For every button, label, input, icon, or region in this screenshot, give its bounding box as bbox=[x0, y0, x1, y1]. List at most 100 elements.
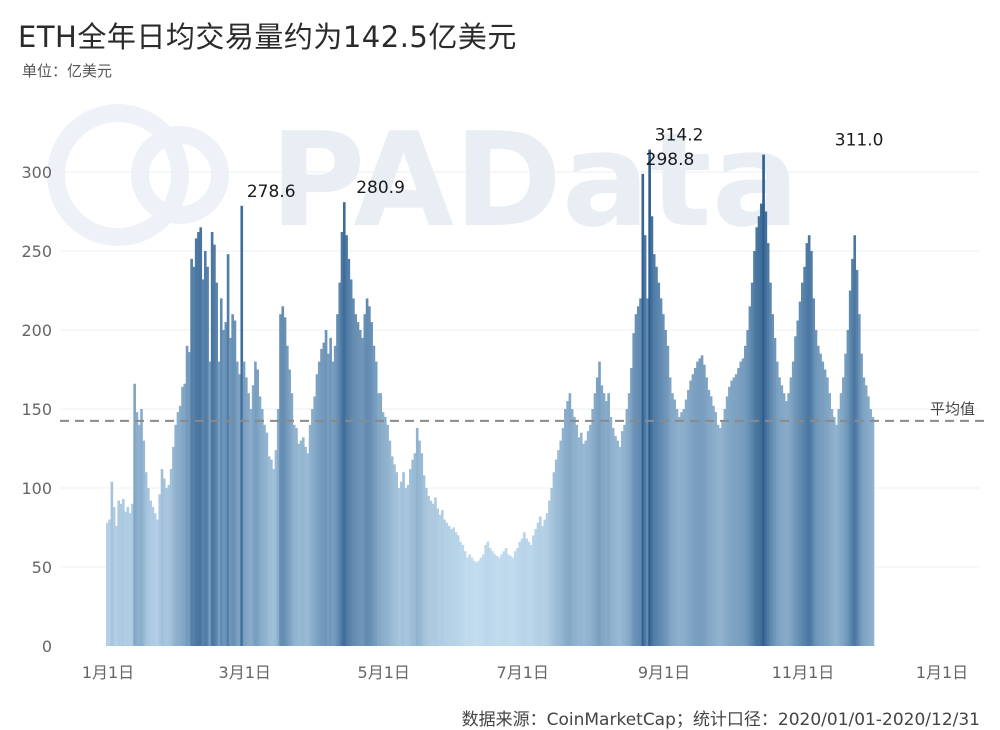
bar bbox=[265, 432, 269, 646]
bar bbox=[322, 342, 326, 646]
bar bbox=[755, 227, 759, 647]
bar bbox=[543, 519, 547, 646]
bar bbox=[598, 361, 601, 646]
bar bbox=[388, 440, 392, 646]
bar bbox=[739, 361, 743, 646]
bar bbox=[860, 353, 863, 646]
bar bbox=[659, 298, 663, 646]
bar bbox=[534, 529, 538, 646]
bar bbox=[561, 427, 565, 646]
bar bbox=[213, 244, 216, 646]
bar bbox=[520, 538, 524, 646]
bar bbox=[222, 330, 225, 646]
bar bbox=[855, 269, 859, 646]
bar bbox=[126, 506, 130, 646]
watermark-text: PAData bbox=[270, 104, 799, 256]
bar bbox=[709, 396, 713, 646]
bar bbox=[409, 469, 412, 646]
average-label: 平均值 bbox=[930, 400, 975, 418]
bar bbox=[698, 358, 702, 646]
bar bbox=[108, 519, 111, 646]
bar bbox=[345, 235, 348, 646]
bar bbox=[826, 377, 829, 646]
bar bbox=[454, 532, 458, 646]
bar bbox=[568, 393, 572, 646]
bar bbox=[231, 314, 234, 646]
bar bbox=[240, 205, 244, 646]
bar bbox=[573, 416, 576, 646]
bar bbox=[810, 251, 813, 646]
bar bbox=[703, 364, 706, 646]
bar bbox=[675, 409, 679, 646]
bar bbox=[862, 377, 866, 646]
bar bbox=[167, 484, 171, 646]
bar bbox=[117, 500, 121, 646]
bar bbox=[869, 409, 872, 646]
bar bbox=[363, 314, 367, 646]
unit-label: 单位：亿美元 bbox=[22, 62, 113, 80]
bar bbox=[798, 301, 802, 646]
bar bbox=[311, 409, 314, 646]
bar bbox=[636, 306, 640, 646]
bar bbox=[682, 409, 686, 646]
bar bbox=[620, 431, 624, 646]
x-tick-label: 3月1日 bbox=[219, 663, 271, 682]
bar bbox=[194, 238, 198, 647]
bar bbox=[721, 421, 724, 646]
bar bbox=[846, 330, 850, 646]
bar bbox=[436, 508, 440, 646]
bar bbox=[652, 254, 656, 646]
bar bbox=[370, 322, 373, 646]
bar bbox=[217, 361, 221, 646]
bar bbox=[292, 424, 296, 646]
y-tick-label: 250 bbox=[21, 242, 52, 261]
bar bbox=[716, 424, 720, 646]
bar bbox=[495, 555, 499, 646]
bar bbox=[377, 393, 380, 646]
bar bbox=[837, 409, 841, 646]
bar bbox=[224, 322, 228, 646]
bar bbox=[247, 393, 250, 646]
bar bbox=[361, 337, 364, 646]
bar bbox=[151, 506, 155, 646]
bar bbox=[791, 361, 795, 646]
bar bbox=[390, 456, 394, 646]
bar bbox=[509, 555, 512, 646]
bar bbox=[445, 522, 449, 646]
bar bbox=[199, 227, 203, 647]
bar bbox=[276, 409, 280, 646]
source-note: 数据来源：CoinMarketCap；统计口径：2020/01/01-2020/… bbox=[461, 710, 980, 730]
bar bbox=[664, 330, 667, 646]
bar bbox=[297, 443, 301, 646]
bar bbox=[188, 352, 191, 646]
bar bbox=[668, 377, 672, 646]
bar-chart: PAData 平均值 0 50 100 150 200 250 300 1月1日 3月1日 5月… bbox=[21, 104, 985, 682]
bar bbox=[734, 374, 738, 646]
bar bbox=[327, 353, 330, 646]
bar bbox=[864, 385, 868, 646]
bar bbox=[283, 317, 287, 646]
bar bbox=[219, 298, 223, 646]
bar bbox=[757, 216, 761, 647]
bar bbox=[229, 337, 232, 646]
bar bbox=[368, 306, 371, 646]
bar bbox=[773, 337, 777, 646]
bar bbox=[536, 522, 540, 646]
bar bbox=[181, 386, 184, 646]
bar bbox=[741, 358, 745, 646]
bar bbox=[144, 472, 148, 646]
bar bbox=[725, 396, 729, 646]
bar bbox=[313, 396, 316, 646]
bar bbox=[443, 519, 446, 646]
bar bbox=[413, 453, 417, 646]
bar bbox=[600, 385, 604, 646]
bar bbox=[787, 393, 790, 646]
bar bbox=[329, 337, 332, 646]
bar bbox=[440, 510, 444, 646]
bar bbox=[766, 243, 770, 646]
y-axis: 0 50 100 150 200 250 300 bbox=[21, 163, 52, 656]
bar bbox=[559, 440, 563, 646]
bar bbox=[320, 348, 323, 646]
bar bbox=[502, 551, 506, 646]
y-tick-label: 100 bbox=[21, 479, 52, 498]
